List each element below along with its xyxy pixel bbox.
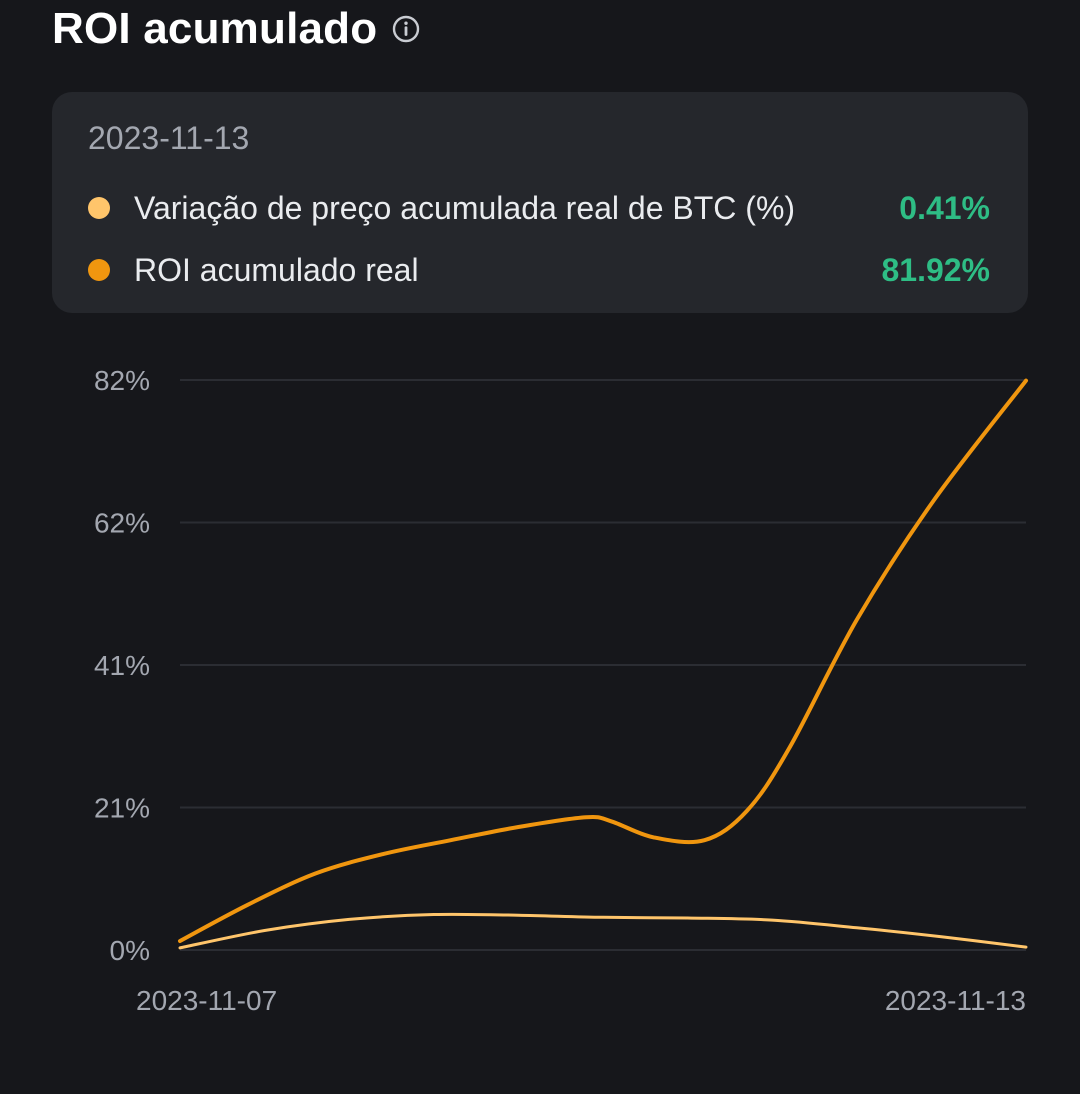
tooltip-label-btc: Variação de preço acumulada real de BTC …	[134, 189, 796, 226]
grid-layer	[180, 379, 1026, 951]
y-tick-label-2: 41%	[94, 650, 150, 681]
y-tick-label-3: 62%	[94, 508, 150, 539]
section-title: ROI acumulado	[52, 4, 378, 53]
tooltip-row-roi: ROI acumulado real 81.92%	[88, 250, 990, 290]
legend-dot-btc	[88, 197, 110, 219]
series-layer	[178, 378, 1028, 950]
x-tick-label-end: 2023-11-13	[885, 985, 1026, 1016]
y-axis-ticks: 0% 21% 41% 62% 82%	[94, 365, 150, 966]
tooltip-row-btc: Variação de preço acumulada real de BTC …	[88, 188, 990, 228]
series-line-roi	[178, 378, 1028, 943]
tooltip-date: 2023-11-13	[88, 120, 250, 156]
tooltip-value-roi: 81.92%	[881, 251, 990, 288]
section-header: ROI acumulado	[52, 4, 421, 54]
y-tick-label-4: 82%	[94, 365, 150, 396]
series-line-btc	[178, 912, 1028, 950]
chart-tooltip-card: 2023-11-13 Variação de preço acumulada r…	[52, 92, 1028, 313]
legend-dot-roi	[88, 259, 110, 281]
y-tick-label-0: 0%	[110, 935, 150, 966]
x-axis-ticks: 2023-11-07 2023-11-13	[136, 985, 1026, 1016]
x-tick-label-start: 2023-11-07	[136, 985, 277, 1016]
tooltip-label-roi: ROI acumulado real	[134, 251, 419, 288]
y-tick-label-1: 21%	[94, 793, 150, 824]
info-circle-icon[interactable]	[391, 14, 421, 44]
tooltip-value-btc: 0.41%	[899, 189, 990, 226]
